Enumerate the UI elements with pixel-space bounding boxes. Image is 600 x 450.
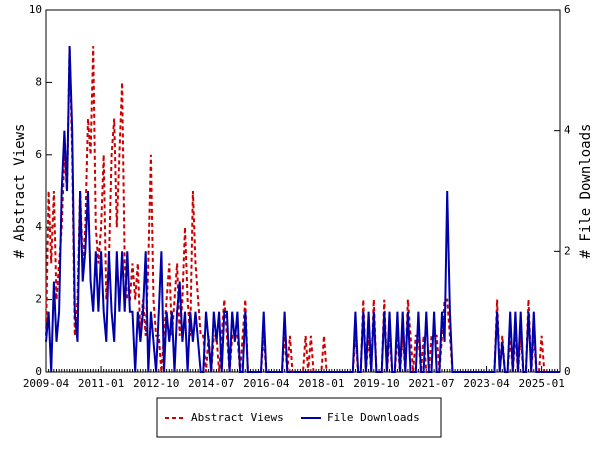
x-tick-label: 2019-10 — [353, 377, 399, 390]
y-tick-label: 8 — [35, 75, 42, 88]
legend-label: Abstract Views — [191, 411, 284, 424]
x-tick-label: 2014-07 — [188, 377, 234, 390]
y-tick-label: 6 — [35, 148, 42, 161]
x-tick-label: 2023-04 — [463, 377, 510, 390]
y-axis-label: # Abstract Views — [12, 124, 28, 259]
legend-box — [156, 397, 442, 438]
series-line — [45, 46, 560, 373]
x-tick-label: 2012-10 — [133, 377, 179, 390]
x-tick-label: 2009-04 — [23, 377, 70, 390]
x-tick-label: 2016-04 — [243, 377, 290, 390]
y-tick-label: 4 — [35, 220, 42, 233]
x-tick-label: 2018-01 — [298, 377, 344, 390]
legend: Abstract Views File Downloads — [156, 397, 442, 438]
y2-axis-label: # File Downloads — [578, 124, 594, 259]
legend-label: File Downloads — [327, 411, 420, 424]
y2-tick-label: 0 — [564, 365, 571, 378]
y-tick-label: 0 — [35, 365, 42, 378]
x-tick-label: 2025-01 — [518, 377, 564, 390]
series-line — [45, 46, 560, 373]
y2-tick-label: 2 — [564, 244, 571, 257]
y-tick-label: 10 — [29, 3, 42, 16]
y-tick-label: 2 — [35, 293, 42, 306]
y2-tick-label: 6 — [564, 3, 571, 16]
y2-tick-label: 4 — [564, 124, 571, 137]
x-tick-label: 2021-07 — [408, 377, 454, 390]
x-tick-label: 2011-01 — [78, 377, 124, 390]
